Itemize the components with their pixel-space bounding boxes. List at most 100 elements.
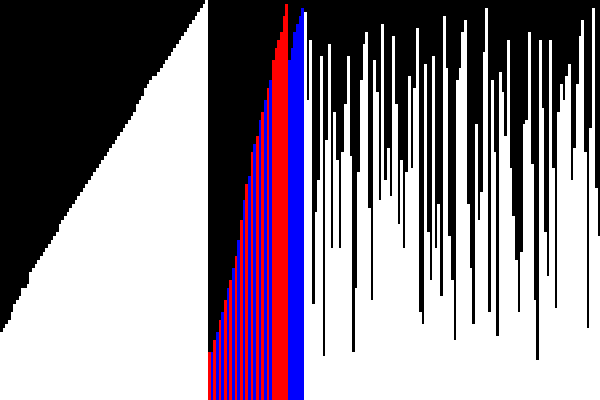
unsorted-bar <box>376 92 379 400</box>
sorted-bar <box>122 128 126 400</box>
unsorted-bar <box>586 328 590 400</box>
pivot-bar <box>245 184 249 400</box>
unsorted-bar <box>533 300 537 400</box>
compare-bar <box>248 176 251 400</box>
sorted-bar <box>184 32 187 400</box>
unsorted-bar <box>442 16 446 400</box>
pivot-bar <box>218 320 222 400</box>
sorted-bar <box>61 220 65 400</box>
sorted-bar <box>13 304 17 400</box>
sorted-bar <box>189 24 193 400</box>
unsorted-bar <box>360 80 363 400</box>
unsorted-bar <box>317 180 321 400</box>
unsorted-bar <box>565 76 569 400</box>
pivot-bar <box>266 88 270 400</box>
unsorted-bar <box>312 304 315 400</box>
unsorted-bar <box>432 56 435 400</box>
unsorted-bar <box>568 64 571 400</box>
compare-bar <box>298 16 302 400</box>
unsorted-bar <box>578 36 582 400</box>
unsorted-bar <box>330 248 334 400</box>
sorted-bar <box>117 136 121 400</box>
unsorted-bar <box>402 248 406 400</box>
sorted-bar <box>136 104 139 400</box>
unsorted-bar <box>384 180 387 400</box>
unsorted-bar <box>320 56 323 400</box>
sorted-bar <box>176 44 179 400</box>
unsorted-bar <box>429 280 433 400</box>
unsorted-bar <box>594 188 598 400</box>
sorted-bar <box>82 188 86 400</box>
sorted-bar <box>74 200 78 400</box>
unsorted-bar <box>309 40 313 400</box>
unsorted-bar <box>536 360 539 400</box>
unsorted-bar <box>472 324 475 400</box>
pivot-bar <box>280 32 283 400</box>
unsorted-bar <box>528 32 531 400</box>
unsorted-bar <box>549 40 553 400</box>
unsorted-bar <box>397 224 401 400</box>
unsorted-bar <box>368 208 371 400</box>
unsorted-bar <box>458 68 462 400</box>
sorted-bar <box>106 152 110 400</box>
pivot-bar <box>282 16 286 400</box>
unsorted-bar <box>450 280 454 400</box>
sorted-bar <box>205 0 209 400</box>
unsorted-bar <box>328 44 331 400</box>
sorted-bar <box>165 60 169 400</box>
sorted-bar <box>18 296 22 400</box>
unsorted-bar <box>480 192 483 400</box>
sorted-bar <box>138 100 142 400</box>
sorted-bar <box>125 124 129 400</box>
compare-bar <box>232 268 235 400</box>
sorted-bar <box>48 244 51 400</box>
sorted-bar <box>66 212 70 400</box>
unsorted-bar <box>434 248 438 400</box>
pivot-bar <box>208 352 211 400</box>
unsorted-bar <box>525 120 529 400</box>
sorted-bar <box>24 288 27 400</box>
sorted-bar <box>186 28 190 400</box>
unsorted-bar <box>394 104 398 400</box>
pivot-bar <box>277 40 281 400</box>
sorted-bar <box>40 256 43 400</box>
sorted-bar <box>50 240 54 400</box>
sorted-bar <box>98 164 102 400</box>
unsorted-bar <box>304 12 307 400</box>
sorted-bar <box>170 52 174 400</box>
sorted-bar <box>109 148 113 400</box>
unsorted-bar <box>416 28 419 400</box>
sorted-bar <box>200 8 203 400</box>
compare-bar <box>293 32 297 400</box>
compare-bar <box>221 312 225 400</box>
compare-bar <box>288 60 291 400</box>
sorted-bar <box>0 332 3 400</box>
sorted-bar <box>53 236 57 400</box>
sorted-bar <box>194 16 198 400</box>
unsorted-bar <box>426 232 430 400</box>
unsorted-bar <box>514 260 518 400</box>
unsorted-bar <box>357 172 361 400</box>
unsorted-bar <box>541 108 545 400</box>
pivot-bar <box>250 152 254 400</box>
unsorted-bar <box>544 232 547 400</box>
sorted-bar <box>162 64 166 400</box>
sorted-bar <box>173 48 177 400</box>
pivot-bar <box>272 60 275 400</box>
sorted-bar <box>128 120 131 400</box>
unsorted-bar <box>466 204 470 400</box>
sorted-bar <box>10 312 14 400</box>
unsorted-bar <box>389 196 393 400</box>
unsorted-bar <box>488 312 491 400</box>
unsorted-bar <box>584 152 587 400</box>
sorted-bar <box>112 144 115 400</box>
pivot-bar <box>213 340 217 400</box>
unsorted-bar <box>386 148 390 400</box>
sorted-bar <box>34 264 38 400</box>
unsorted-bar <box>392 36 395 400</box>
compare-bar <box>216 332 219 400</box>
unsorted-bar <box>418 312 422 400</box>
compare-bar <box>210 352 214 400</box>
unsorted-bar <box>530 164 534 400</box>
